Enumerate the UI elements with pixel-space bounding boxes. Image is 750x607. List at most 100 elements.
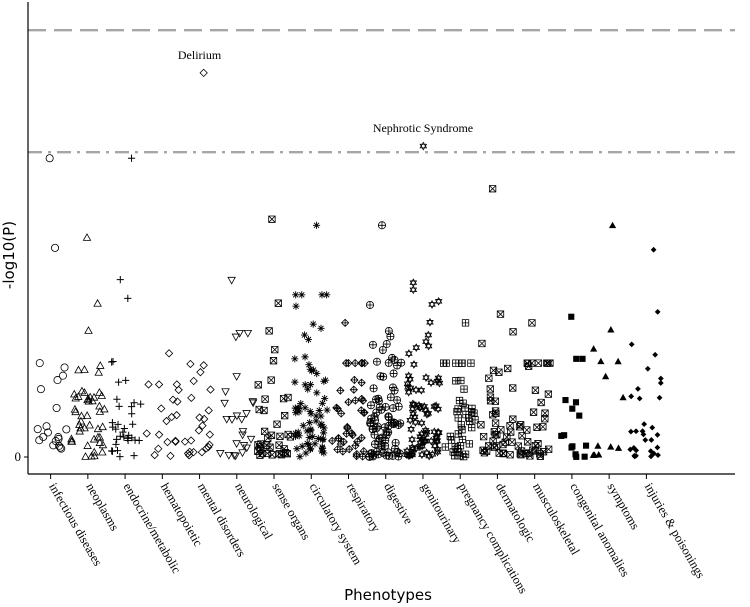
data-point (628, 393, 635, 400)
data-point (539, 423, 547, 431)
data-point (482, 447, 491, 455)
data-point (317, 324, 325, 332)
data-point (529, 408, 538, 416)
data-point (93, 298, 102, 307)
data-point (49, 441, 58, 450)
data-point (89, 392, 99, 401)
data-point (168, 395, 178, 404)
data-point (388, 383, 397, 392)
data-point (453, 444, 462, 452)
data-point (115, 402, 123, 410)
data-point (384, 327, 393, 336)
data-point (248, 398, 258, 406)
data-point (95, 361, 105, 369)
x-tick-label: injuries & poisonings (642, 481, 708, 581)
data-point (654, 432, 661, 438)
data-point (366, 401, 375, 410)
data-point (36, 385, 45, 394)
data-point (348, 430, 357, 440)
data-point (84, 326, 93, 334)
data-point (339, 437, 348, 447)
data-point (318, 444, 327, 452)
annotations: Delirium Nephrotic Syndrome (178, 48, 473, 135)
data-point-peak (419, 141, 428, 151)
data-point (162, 416, 171, 426)
data-point (506, 451, 514, 459)
data-point (280, 445, 288, 453)
data-point (60, 363, 69, 372)
data-point (544, 390, 553, 398)
data-point (124, 436, 132, 445)
data-point (316, 421, 325, 429)
data-point (360, 408, 369, 417)
data-point (312, 412, 320, 420)
data-point (173, 397, 182, 406)
data-point (350, 375, 359, 385)
data-point (631, 452, 638, 459)
data-point (503, 433, 511, 441)
data-point (95, 438, 105, 446)
series-neoplasms (67, 233, 109, 460)
series-congenital-anomalies (558, 313, 590, 460)
data-point (100, 404, 109, 413)
data-point (305, 441, 313, 449)
data-point (459, 399, 467, 407)
data-point (35, 359, 44, 368)
data-point (291, 355, 299, 363)
data-point (221, 388, 230, 397)
data-point (89, 447, 99, 456)
data-point (407, 424, 415, 434)
data-point-peak (461, 319, 470, 327)
data-point (396, 419, 405, 428)
data-point (424, 341, 433, 351)
data-point (312, 417, 320, 425)
data-point (434, 373, 443, 383)
data-point (533, 423, 541, 431)
data-point (460, 385, 468, 393)
data-point (84, 396, 94, 405)
data-point (94, 367, 103, 376)
data-point (357, 358, 367, 368)
data-point (573, 355, 580, 362)
data-point (648, 437, 655, 443)
data-point (388, 353, 397, 362)
data-point (71, 407, 80, 416)
data-point (345, 445, 354, 454)
series-respiratory (328, 318, 369, 461)
data-point (129, 420, 137, 428)
data-point-peak (164, 349, 174, 358)
data-point (80, 365, 89, 373)
data-point (589, 451, 597, 458)
x-tick-label: pregnancy complications (456, 481, 531, 597)
series-digestive (365, 221, 406, 461)
data-point (457, 376, 465, 385)
data-point (537, 398, 545, 407)
data-point (306, 419, 314, 427)
data-point (238, 431, 247, 440)
data-point (644, 365, 651, 372)
data-point (411, 417, 420, 427)
data-point (350, 358, 360, 368)
data-point (304, 385, 312, 393)
data-point (256, 451, 264, 459)
data-point (235, 329, 244, 338)
data-point (541, 415, 549, 423)
data-point (490, 428, 498, 436)
data-point (82, 411, 92, 419)
data-point (154, 430, 164, 439)
data-point (394, 452, 403, 461)
data-point (458, 426, 466, 434)
data-point (301, 404, 309, 412)
data-point (308, 367, 316, 375)
data-point (389, 404, 398, 413)
threshold-lines (28, 28, 735, 154)
data-point (614, 444, 623, 451)
data-point (206, 385, 215, 394)
data-point (220, 399, 229, 408)
data-point (422, 337, 430, 347)
series-infectious-diseases (33, 154, 71, 453)
data-point (334, 434, 343, 443)
data-point (582, 442, 590, 449)
series-musculoskeletal (514, 319, 554, 460)
